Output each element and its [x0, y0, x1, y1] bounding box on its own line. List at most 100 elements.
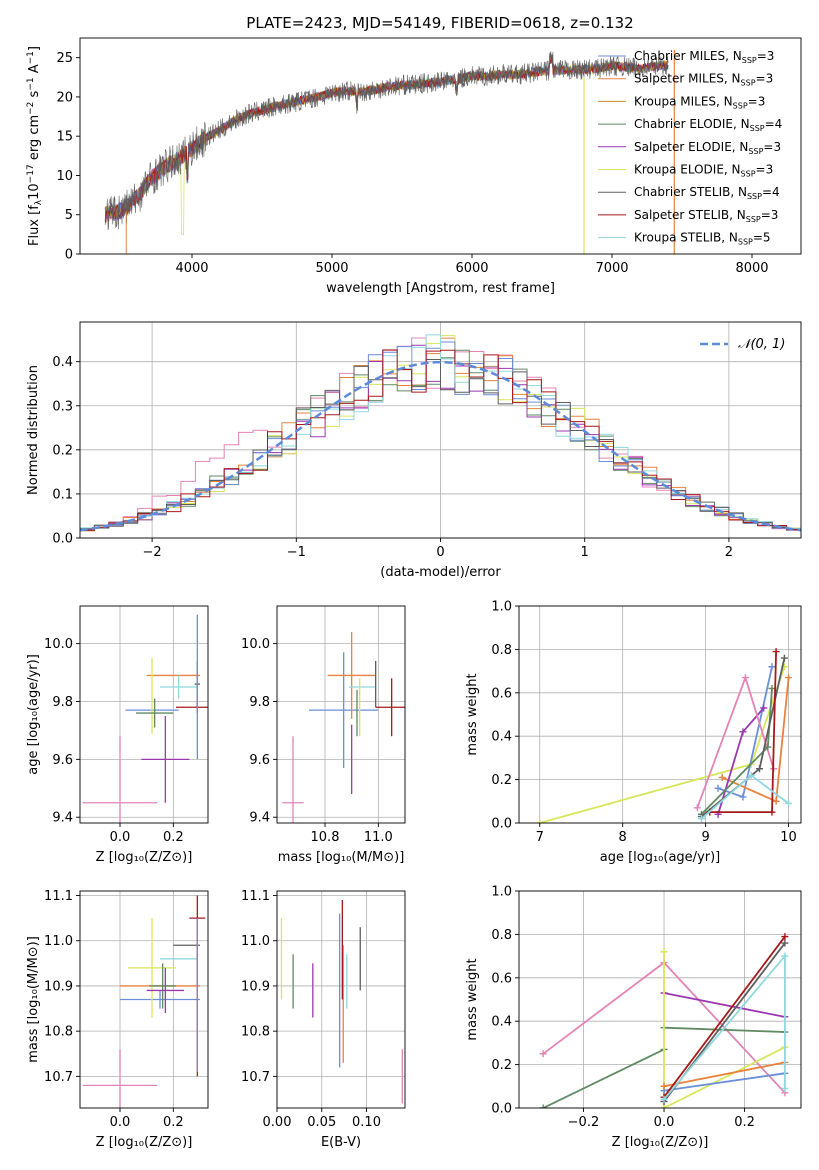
point-marker — [768, 808, 776, 816]
x-tick-label: 0.2 — [734, 1115, 755, 1130]
legend-text: Salpeter MILES, N — [634, 72, 741, 86]
y-tick-label: 11.1 — [44, 889, 73, 904]
series-line — [663, 992, 786, 1018]
y-axis-label-part: Flux [f — [27, 205, 42, 246]
point-marker — [714, 784, 722, 792]
point-marker — [539, 1104, 547, 1108]
y-tick-label: 0.4 — [491, 1015, 512, 1030]
legend-entry: Kroupa STELIB, NSSP=5 — [634, 231, 771, 247]
y-tick-label: 0.1 — [52, 487, 73, 502]
y-axis-label-part: −1 — [26, 77, 36, 90]
y-tick-label: 0.2 — [491, 773, 512, 788]
y-tick-label: 10.8 — [241, 1025, 270, 1040]
y-axis-label-part: A — [27, 64, 42, 77]
legend-text-tail: =3 — [756, 163, 774, 177]
x-tick-label: 6000 — [455, 261, 488, 276]
y-tick-label: 0 — [65, 248, 73, 263]
y-tick-label: 10.9 — [44, 979, 73, 994]
series-line — [663, 1061, 786, 1088]
mass-weight-vs-metallicity-panel: −0.2 0.0 0.2 0.0 0.2 0.4 0.6 0.8 1.0 Z [log₁₀(Z/Z… — [465, 885, 802, 1150]
y-tick-label: 10.7 — [44, 1070, 73, 1085]
legend-text: Chabrier ELODIE, N — [634, 117, 750, 131]
legend-subscript: SSP — [741, 79, 756, 88]
x-tick-label: −1 — [287, 545, 306, 560]
point-marker — [756, 765, 764, 773]
point-marker — [660, 1095, 668, 1103]
y-tick-label: 10.7 — [241, 1070, 270, 1085]
y-axis-label-part: 10 — [27, 183, 42, 200]
legend-subscript: SSP — [741, 170, 756, 179]
y-axis-label-part: s — [27, 90, 42, 101]
legend-entry: Salpeter STELIB, NSSP=3 — [634, 208, 778, 224]
y-tick-label: 10.9 — [241, 979, 270, 994]
legend-entry: Salpeter MILES, NSSP=3 — [634, 72, 773, 88]
y-axis-label: mass weight — [465, 958, 480, 1040]
point-marker — [772, 648, 780, 656]
legend-text: Chabrier STELIB, N — [634, 185, 747, 199]
point-marker — [739, 728, 747, 736]
legend-entry: Chabrier STELIB, NSSP=4 — [634, 185, 780, 201]
y-tick-label: 0.0 — [491, 1102, 512, 1117]
legend-text-tail: =3 — [756, 72, 774, 86]
point-marker — [536, 819, 544, 823]
x-tick-label: 8 — [619, 830, 627, 845]
y-axis-label-part: −1 — [26, 51, 36, 64]
point-marker — [539, 1050, 547, 1058]
point-marker — [772, 797, 780, 805]
legend-text: Salpeter ELODIE, N — [634, 140, 748, 154]
x-tick-label: 5000 — [315, 261, 348, 276]
series-line — [663, 936, 786, 1098]
legend-entry: Chabrier ELODIE, NSSP=4 — [634, 117, 782, 133]
plot-area — [282, 632, 405, 823]
legend-text-tail: =4 — [765, 117, 783, 131]
mass-vs-ebv-panel: 0.00 0.05 0.10 10.7 10.8 10.9 11.0 11.1 E(B-V) — [241, 889, 406, 1150]
legend-text: Kroupa STELIB, N — [634, 231, 738, 245]
point-marker — [781, 1084, 789, 1092]
y-tick-label: 0.0 — [491, 817, 512, 832]
point-marker — [718, 773, 726, 781]
plot-area — [280, 900, 403, 1104]
point-marker — [739, 793, 747, 801]
y-tick-label: 0.2 — [491, 1058, 512, 1073]
x-tick-label: 0.0 — [654, 1115, 675, 1130]
x-tick-label: −0.2 — [568, 1115, 600, 1130]
plot-area — [536, 648, 793, 823]
series-line — [542, 1048, 665, 1108]
x-tick-label: 0.2 — [163, 830, 184, 845]
y-tick-label: 1.0 — [491, 885, 512, 900]
legend-text-tail: =3 — [761, 208, 779, 222]
x-axis-label: Z [log₁₀(Z/Z⊙)] — [612, 1135, 709, 1150]
y-tick-label: 0.3 — [52, 399, 73, 414]
x-axis-label: Z [log₁₀(Z/Z⊙)] — [96, 850, 193, 865]
legend-entry: 𝒩(0, 1) — [738, 337, 785, 352]
x-tick-label: 9 — [701, 830, 709, 845]
series-line — [663, 1026, 785, 1033]
y-tick-label: 10.0 — [241, 637, 270, 652]
y-axis-label-part: ] — [27, 46, 42, 51]
y-tick-label: 9.8 — [52, 695, 73, 710]
y-axis-label-part: −2 — [26, 102, 36, 115]
plot-area — [539, 933, 789, 1108]
point-marker — [697, 815, 705, 823]
y-axis-label: Normed distribution — [26, 365, 41, 495]
legend-subscript: SSP — [748, 147, 763, 156]
x-tick-label: 11.0 — [364, 830, 393, 845]
legend-text: Kroupa MILES, N — [634, 94, 733, 108]
age-vs-mass-panel: 10.8 11.0 9.4 9.6 9.8 10.0 mass [log₁₀(M/M⊙)] — [241, 605, 406, 865]
point-marker — [781, 939, 789, 947]
y-tick-label: 9.6 — [249, 753, 270, 768]
legend-entry: Kroupa MILES, NSSP=3 — [634, 94, 765, 110]
x-axis-label: E(B-V) — [321, 1135, 361, 1150]
y-tick-label: 11.1 — [241, 889, 270, 904]
legend-subscript: SSP — [747, 192, 762, 201]
legend-text-tail: =3 — [757, 49, 775, 63]
x-tick-label: 7000 — [595, 261, 628, 276]
legend-text: Chabrier MILES, N — [634, 49, 742, 63]
y-axis-label: mass [log₁₀(M/M⊙)] — [26, 936, 41, 1063]
y-tick-label: 0.8 — [491, 643, 512, 658]
x-axis-label: wavelength [Angstrom, rest frame] — [326, 281, 555, 296]
y-tick-label: 11.0 — [241, 934, 270, 949]
mass-weight-vs-age-panel: 7 8 9 10 0.0 0.2 0.4 0.6 0.8 1.0 age [log₁₀(age/yr… — [465, 600, 802, 865]
point-marker — [760, 704, 768, 712]
plot-area — [80, 334, 801, 532]
